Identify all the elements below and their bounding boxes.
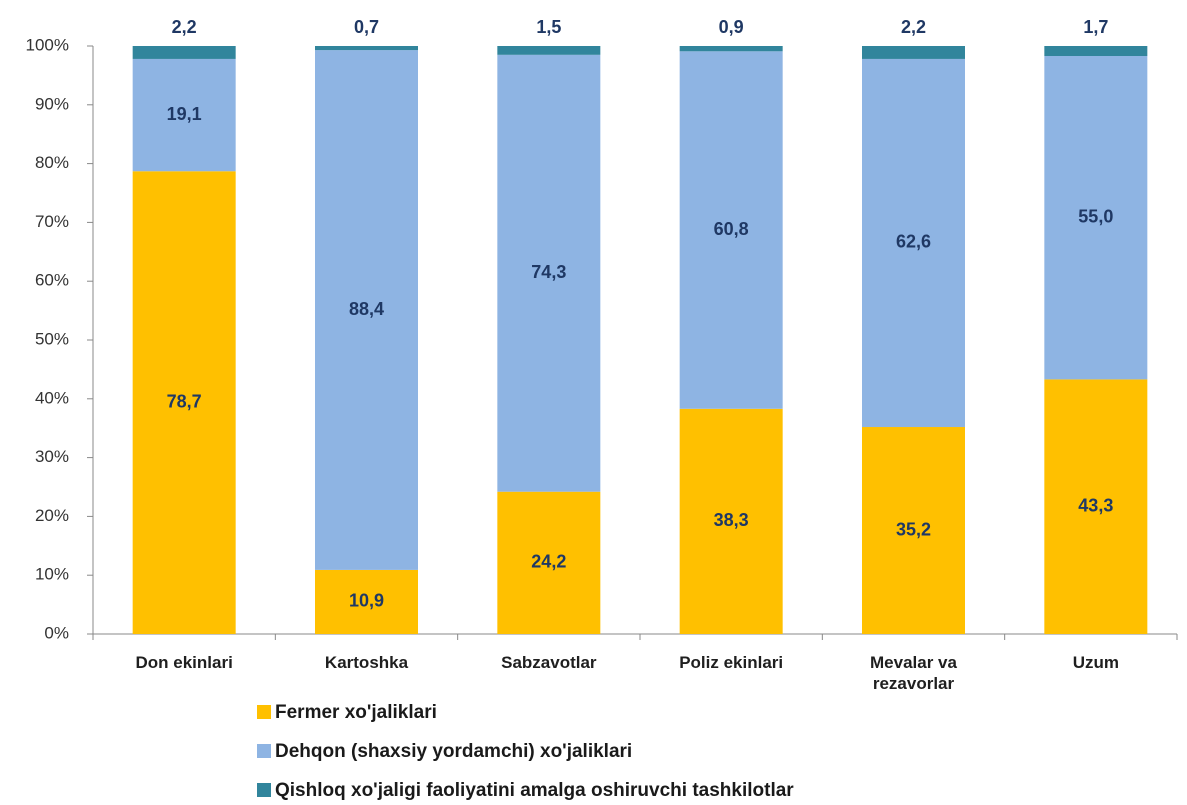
bar-segment [679, 51, 783, 409]
bar-segment [862, 427, 965, 634]
value-label: 38,3 [714, 510, 749, 530]
bar-segment [132, 58, 236, 172]
value-label: 74,3 [531, 262, 566, 282]
legend-swatch [257, 744, 271, 758]
value-label: 24,2 [531, 552, 566, 572]
bar-segment [862, 58, 965, 428]
value-label: 2,2 [901, 17, 926, 37]
bar-segment [679, 408, 783, 634]
x-tick-label: Mevalar va rezavorlar [870, 653, 957, 693]
value-label: 10,9 [349, 591, 384, 611]
y-tick-label: 60% [35, 271, 69, 290]
value-label: 0,7 [354, 17, 379, 37]
bar-segment [1044, 55, 1148, 380]
value-label: 35,2 [896, 519, 931, 539]
legend-label: Qishloq xo'jaligi faoliyatini amalga osh… [275, 780, 794, 801]
value-label: 19,1 [167, 104, 202, 124]
value-label: 1,7 [1083, 17, 1108, 37]
y-tick-label: 100% [26, 35, 69, 54]
value-label: 1,5 [536, 17, 561, 37]
value-label: 78,7 [167, 391, 202, 411]
y-tick-label: 90% [35, 94, 69, 113]
legend-label: Dehqon (shaxsiy yordamchi) xo'jaliklari [275, 741, 632, 762]
bar-segment [315, 569, 418, 634]
x-tick-label: Sabzavotlar [501, 653, 597, 672]
value-label: 43,3 [1078, 495, 1113, 515]
legend-swatch [257, 783, 271, 797]
x-tick-label: Don ekinlari [135, 653, 233, 672]
y-tick-label: 70% [35, 212, 69, 231]
y-tick-label: 20% [35, 506, 69, 525]
value-label: 88,4 [349, 299, 384, 319]
bar-segment [132, 171, 236, 634]
x-tick-label: Uzum [1072, 653, 1119, 672]
bar-segment [497, 46, 601, 55]
bar-segment [862, 46, 965, 59]
x-tick-label: Kartoshka [324, 653, 409, 672]
bar-segment [315, 46, 418, 51]
bar-segment [1044, 379, 1148, 634]
bar-segment [315, 50, 418, 570]
y-tick-label: 30% [35, 447, 69, 466]
y-tick-label: 80% [35, 153, 69, 172]
legend-swatch [257, 705, 271, 719]
value-label: 60,8 [714, 219, 749, 239]
y-tick-label: 10% [35, 565, 69, 584]
legend-label: Fermer xo'jaliklari [275, 702, 437, 723]
x-tick-label: Poliz ekinlari [679, 653, 784, 672]
value-label: 2,2 [172, 17, 197, 37]
value-label: 62,6 [896, 232, 931, 252]
bar-segment [497, 54, 601, 492]
value-label: 55,0 [1078, 206, 1113, 226]
bar-segment [679, 46, 783, 52]
bar-segment [497, 491, 601, 634]
y-tick-label: 0% [44, 623, 69, 642]
bar-segment [1044, 46, 1148, 56]
y-tick-label: 40% [35, 388, 69, 407]
bar-segment [132, 46, 236, 59]
y-tick-label: 50% [35, 329, 69, 348]
value-label: 0,9 [719, 17, 744, 37]
